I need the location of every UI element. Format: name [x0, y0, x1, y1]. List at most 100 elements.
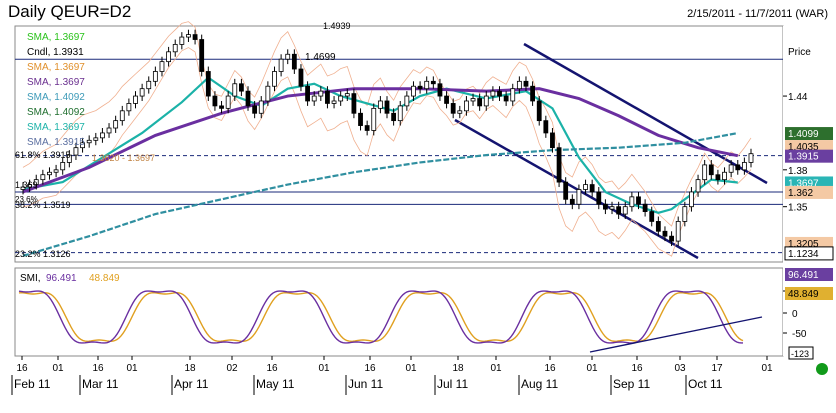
high-annotation: 1.4699	[305, 52, 336, 63]
candle-body	[695, 179, 701, 193]
candle-body	[642, 203, 648, 213]
smi-trendline	[589, 316, 763, 353]
candle-body	[232, 83, 238, 97]
upper-band	[22, 21, 752, 227]
candle-body	[477, 98, 483, 107]
candle-body	[298, 68, 304, 87]
candle-body	[483, 95, 489, 107]
candle-body	[530, 85, 535, 102]
candle-body	[219, 105, 224, 109]
candle-body	[311, 95, 317, 102]
legend-item: SMA, 1.4092	[27, 107, 85, 118]
x-day-label: 03	[674, 363, 686, 374]
candle-body	[669, 235, 674, 242]
candle-body	[265, 85, 271, 102]
candle-body	[629, 196, 635, 208]
candle-body	[66, 154, 72, 163]
fib-label-base: 23.2% 1.3126	[15, 249, 71, 259]
candle-body	[728, 164, 734, 173]
candle-body	[53, 169, 59, 173]
smi-badge-label: 96.491	[788, 270, 819, 281]
price-badge	[785, 127, 833, 141]
candle-body	[516, 80, 522, 90]
candle-body	[377, 100, 383, 109]
candle-body	[371, 107, 377, 131]
candle-body	[106, 127, 112, 134]
x-month-label: May 11	[256, 377, 295, 391]
top-annotation: 1.4939	[323, 21, 351, 31]
legend-item: SMA, 1.3697	[27, 122, 85, 133]
candle-body	[550, 132, 555, 149]
price-badge	[785, 185, 833, 199]
price-badge-label: 1.3915	[788, 152, 819, 163]
smi-label: SMI,	[20, 273, 41, 284]
candle-body	[662, 230, 668, 237]
candle-body	[358, 112, 363, 126]
x-month-label: Aug 11	[521, 377, 558, 391]
smi-value-2: 48.849	[89, 273, 120, 284]
candle-body	[655, 221, 661, 232]
smi-main-line	[18, 290, 744, 344]
candle-body	[689, 191, 694, 208]
candle-body	[20, 186, 26, 190]
price-badge-label: 1.3205	[788, 239, 819, 250]
candle-body	[179, 36, 185, 45]
candle-body	[133, 95, 138, 104]
price-badge-label: 1.3697	[788, 178, 819, 189]
candle-body	[93, 137, 99, 141]
smi-badge	[785, 268, 833, 281]
candle-body	[603, 203, 608, 210]
price-badge-label: 1.4099	[788, 129, 819, 140]
candle-body	[444, 95, 449, 104]
candle-body	[245, 90, 251, 107]
x-day-label: 01	[52, 363, 64, 374]
fib-label-618: 61.8% 1.3915	[15, 150, 71, 160]
smi-bottom-box	[788, 346, 814, 360]
candle-body	[464, 100, 469, 112]
x-day-label: 18	[184, 363, 196, 374]
smi-bottom-value: -123	[791, 349, 809, 359]
candle-body	[622, 206, 628, 215]
smi-value-1: 96.491	[46, 273, 77, 284]
legend-item: SMA, 1.3697	[27, 32, 85, 43]
candle-body	[331, 100, 337, 104]
price-badge	[784, 246, 834, 261]
price-tick-label: 1.35	[788, 203, 808, 214]
candle-body	[344, 93, 350, 97]
x-day-label: 16	[16, 363, 28, 374]
candle-body	[73, 147, 79, 156]
candle-body	[338, 95, 344, 102]
candle-body	[80, 142, 85, 149]
x-day-label: 01	[586, 363, 598, 374]
fib-label-500: 1.369	[15, 180, 38, 190]
candle-body	[86, 139, 92, 144]
candle-body	[735, 164, 741, 171]
candle-body	[225, 95, 231, 109]
candle-body	[556, 147, 562, 183]
candle-body	[252, 105, 258, 114]
smi-badge-label: 48.849	[788, 289, 819, 300]
date-range: 2/15/2011 - 11/7/2011 (WAR)	[687, 8, 828, 20]
x-month-label: Apr 11	[174, 377, 209, 391]
candle-body	[682, 206, 688, 222]
candle-body	[391, 112, 397, 122]
candle-body	[748, 153, 754, 163]
x-day-label: 16	[631, 363, 643, 374]
candle-body	[325, 90, 330, 104]
candle-body	[741, 162, 747, 171]
legend-item: SMA, 1.3915	[27, 137, 85, 148]
price-badge-label: 1.1234	[788, 249, 819, 260]
smi-tick-label: 0	[792, 309, 798, 320]
candle-body	[285, 53, 291, 60]
price-badge-label: 1.4035	[788, 142, 819, 153]
price-axis-header: Price	[788, 47, 811, 58]
candle-body	[457, 110, 463, 114]
candle-body	[470, 98, 476, 102]
legend-item: SMA, 1.4092	[27, 92, 85, 103]
candle-body	[199, 39, 205, 72]
x-day-label: 01	[761, 363, 773, 374]
candle-body	[675, 221, 681, 242]
price-badge-label: 1.362	[788, 188, 813, 199]
candle-body	[192, 34, 198, 40]
